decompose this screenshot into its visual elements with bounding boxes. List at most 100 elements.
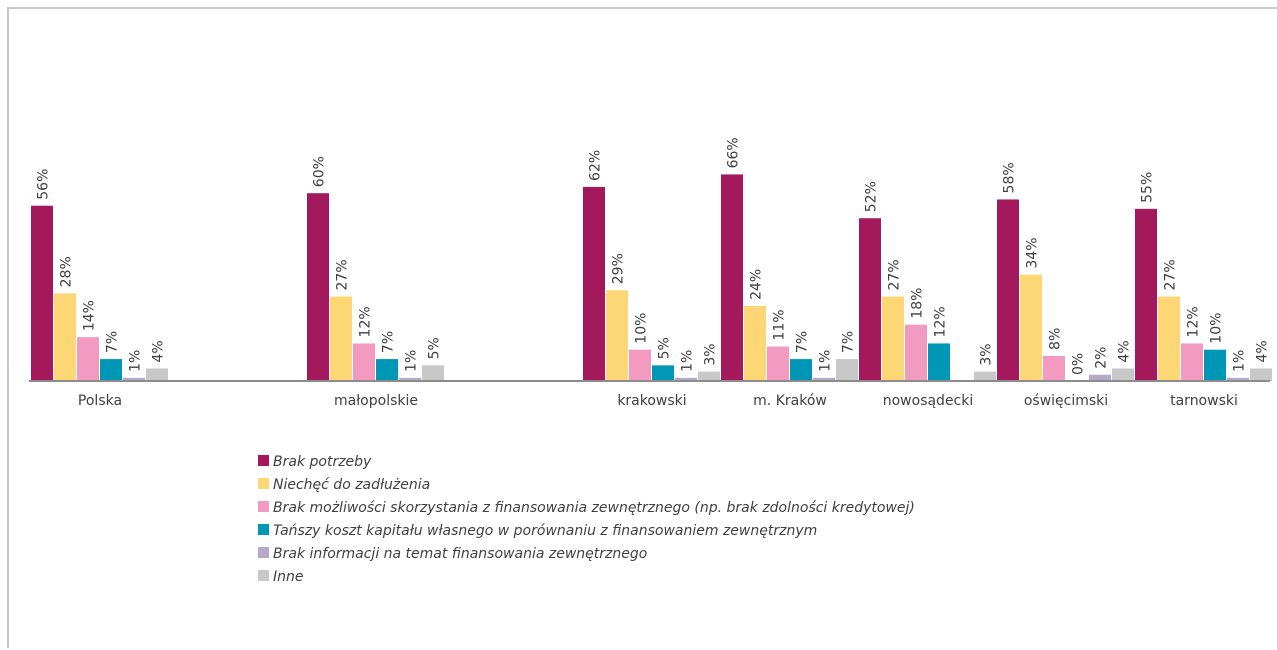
bar — [882, 296, 904, 381]
bar — [353, 343, 375, 381]
bar — [997, 199, 1019, 381]
data-label: 7% — [841, 331, 857, 353]
bar — [813, 377, 835, 381]
bar — [1089, 374, 1111, 381]
x-tick-label: nowosądecki — [883, 393, 974, 409]
bar — [1158, 296, 1180, 381]
bar — [146, 368, 168, 381]
legend-swatch — [258, 478, 269, 489]
x-tick-label: małopolskie — [334, 393, 418, 409]
bar — [77, 337, 99, 381]
data-label: 18% — [910, 288, 926, 319]
bar — [307, 193, 329, 381]
legend-label: Inne — [273, 569, 304, 585]
data-label: 1% — [1232, 350, 1248, 372]
bar — [1204, 349, 1226, 381]
data-label: 12% — [1186, 306, 1202, 337]
data-label: 27% — [1163, 259, 1179, 290]
legend-swatch — [258, 570, 269, 581]
data-label: 29% — [611, 253, 627, 284]
data-label: 24% — [749, 269, 765, 300]
bar — [790, 359, 812, 381]
data-label: 10% — [634, 313, 650, 344]
bar — [54, 293, 76, 381]
data-label: 62% — [588, 150, 604, 181]
data-label: 3% — [979, 343, 995, 365]
bar — [123, 377, 145, 381]
x-tick-label: Polska — [78, 393, 122, 409]
legend-swatch — [258, 547, 269, 558]
x-tick-label: m. Kraków — [753, 393, 827, 409]
bar — [330, 296, 352, 381]
data-label: 1% — [404, 350, 420, 372]
bar — [905, 324, 927, 381]
legend-label: Brak informacji na temat finansowania ze… — [273, 546, 647, 562]
bar — [928, 343, 950, 381]
data-label: 4% — [1117, 340, 1133, 362]
data-label: 14% — [82, 300, 98, 331]
data-label: 7% — [381, 331, 397, 353]
data-label: 7% — [105, 331, 121, 353]
data-label: 52% — [864, 181, 880, 212]
data-label: 28% — [59, 256, 75, 287]
bar — [629, 349, 651, 381]
bar — [767, 346, 789, 381]
bar — [1112, 368, 1134, 381]
legend-label: Brak możliwości skorzystania z finansowa… — [273, 500, 915, 516]
bar — [100, 359, 122, 381]
frame — [7, 7, 1277, 648]
data-label: 55% — [1140, 172, 1156, 203]
data-label: 1% — [680, 350, 696, 372]
bar — [721, 174, 743, 381]
data-label: 66% — [726, 137, 742, 168]
data-label: 7% — [795, 331, 811, 353]
legend-swatch — [258, 501, 269, 512]
data-label: 12% — [933, 306, 949, 337]
data-label: 5% — [657, 337, 673, 359]
legend-label: Niechęć do zadłużenia — [273, 477, 430, 493]
data-label: 1% — [818, 350, 834, 372]
bar — [1250, 368, 1272, 381]
bar — [675, 377, 697, 381]
x-tick-label: tarnowski — [1170, 393, 1238, 409]
data-label: 0% — [1071, 353, 1087, 375]
data-label: 34% — [1025, 237, 1041, 268]
data-label: 8% — [1048, 328, 1064, 350]
data-label: 60% — [312, 156, 328, 187]
data-label: 27% — [335, 259, 351, 290]
legend-label: Tańszy koszt kapitału własnego w porówna… — [273, 523, 817, 539]
legend-label: Brak potrzeby — [273, 454, 372, 470]
data-label: 5% — [427, 337, 443, 359]
data-label: 4% — [151, 340, 167, 362]
bar — [974, 371, 996, 381]
data-label: 12% — [358, 306, 374, 337]
data-label: 58% — [1002, 162, 1018, 193]
x-tick-label: oświęcimski — [1024, 393, 1108, 409]
data-label: 3% — [703, 343, 719, 365]
bar — [1135, 208, 1157, 381]
data-label: 11% — [772, 309, 788, 340]
data-label: 2% — [1094, 347, 1110, 369]
bar — [836, 359, 858, 381]
bar — [422, 365, 444, 381]
bar — [399, 377, 421, 381]
data-label: 27% — [887, 259, 903, 290]
data-label: 4% — [1255, 340, 1271, 362]
bar — [583, 186, 605, 381]
legend-swatch — [258, 524, 269, 535]
bar — [1227, 377, 1249, 381]
bar — [1043, 355, 1065, 381]
bar — [376, 359, 398, 381]
bar — [652, 365, 674, 381]
bar — [31, 205, 53, 381]
bar — [606, 290, 628, 381]
bar — [698, 371, 720, 381]
bar — [744, 305, 766, 381]
bar — [1181, 343, 1203, 381]
bar — [859, 218, 881, 381]
bar — [1020, 274, 1042, 381]
data-label: 56% — [36, 169, 52, 200]
data-label: 10% — [1209, 313, 1225, 344]
legend-swatch — [258, 455, 269, 466]
